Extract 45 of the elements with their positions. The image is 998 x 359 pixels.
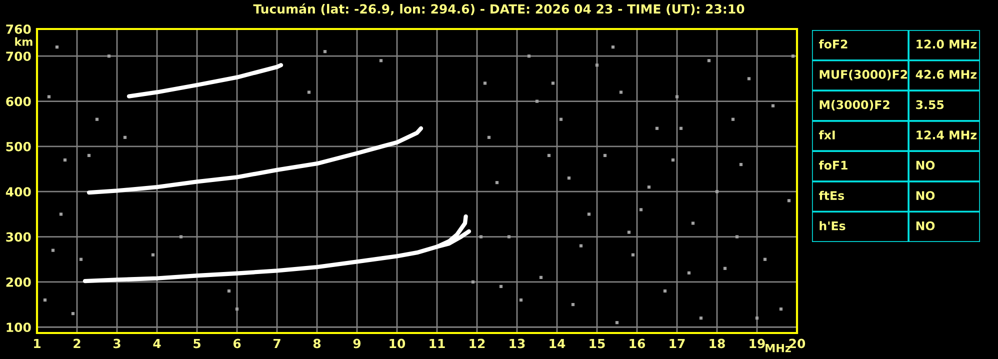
y-tick-label: 400	[6, 187, 31, 197]
y-tick-label: 600	[6, 96, 31, 106]
x-tick-label: 3	[113, 338, 120, 348]
x-tick-label: 12	[470, 338, 485, 348]
x-tick-label: 10	[390, 338, 406, 348]
text: MUF(3000)F2	[820, 70, 908, 80]
x-tick-label: 15	[590, 338, 605, 348]
x-tick-label: 2	[74, 338, 80, 348]
text: 12.0 MHz	[916, 40, 976, 49]
x-tick-label: 19	[750, 338, 765, 348]
text: 42.6 MHz	[916, 70, 976, 79]
y-tick-label: 500	[6, 142, 31, 152]
text: 12.4 MHz	[916, 130, 976, 140]
x-tick-label: 5	[194, 338, 200, 348]
text: NO	[916, 160, 935, 170]
text: h'Es	[820, 221, 846, 230]
text: NO	[916, 221, 935, 230]
chart-title: Tucumán (lat: -26.9, lon: 294.6) - DATE: 2026 04 23 - TIME (UT): 23:10	[253, 3, 744, 16]
text: 3.55	[916, 100, 944, 110]
x-tick-label: 20	[789, 338, 806, 348]
text: foF2	[818, 39, 848, 49]
x-tick-label: 8	[313, 338, 321, 348]
x-tick-label: 6	[233, 338, 241, 348]
x-tick-label: 16	[630, 338, 646, 348]
x-tick-label: 14	[550, 338, 566, 348]
y-axis-title: km	[15, 37, 32, 46]
x-tick-label: 17	[670, 338, 685, 348]
text: M(3000)F2	[820, 100, 890, 111]
x-tick-label: 11	[430, 338, 445, 348]
x-tick-label: 1	[34, 338, 40, 348]
y-tick-label: 200	[6, 277, 31, 287]
text: foF1	[818, 160, 848, 170]
x-tick-label: 7	[273, 338, 280, 348]
x-tick-label: 4	[153, 338, 161, 348]
x-tick-label: 13	[510, 338, 525, 348]
y-tick-label: 700	[6, 52, 31, 62]
y-tick-label: 300	[6, 232, 31, 242]
x-axis-title: MHz	[766, 344, 791, 352]
x-tick-label: 9	[353, 338, 361, 348]
text: fxI	[818, 130, 835, 140]
y-tick-label: 760	[6, 24, 31, 34]
text: ftEs	[818, 190, 844, 200]
x-tick-label: 18	[710, 338, 725, 348]
text: NO	[916, 191, 935, 200]
y-tick-label: 100	[6, 322, 31, 332]
